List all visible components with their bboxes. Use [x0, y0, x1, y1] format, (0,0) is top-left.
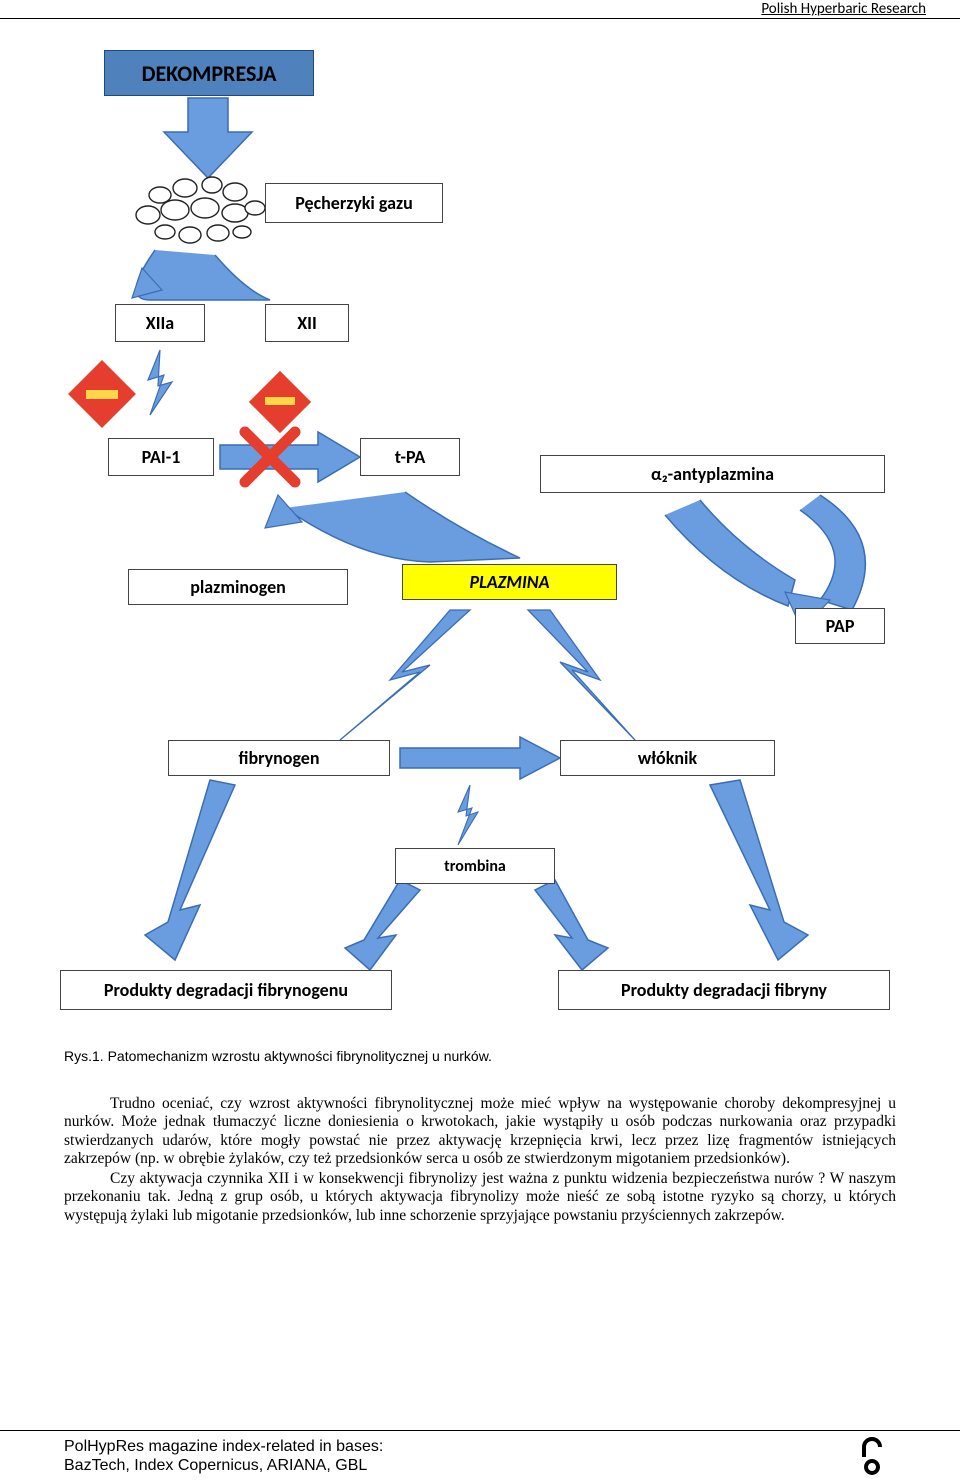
arrow-down-right-icon — [535, 880, 608, 970]
node-fibrynogen: fibrynogen — [168, 740, 390, 776]
arrow-down-left-icon — [345, 880, 420, 970]
lightning-icon — [528, 610, 635, 740]
bubbles-icon — [136, 177, 265, 243]
arrow-down-right-icon — [710, 780, 808, 960]
open-access-icon — [852, 1429, 892, 1477]
node-antiplazmina: α₂-antyplazmina — [540, 455, 885, 493]
footer-text: PolHypRes magazine index-related in base… — [64, 1437, 383, 1475]
node-tpa: t-PA — [360, 438, 460, 476]
node-pai1: PAI-1 — [108, 438, 214, 476]
node-plazmina: PLAZMINA — [402, 564, 617, 600]
node-dekompresja: DEKOMPRESJA — [104, 50, 314, 96]
node-pecherzyki: Pęcherzyki gazu — [265, 183, 443, 223]
body-text: Trudno oceniać, czy wzrost aktywności fi… — [64, 1095, 896, 1227]
curve-arrow-icon — [136, 250, 270, 300]
node-wloknik: włóknik — [560, 740, 775, 776]
node-xii: XII — [265, 304, 349, 342]
page: Polish Hyperbaric Research — [0, 0, 960, 1483]
inhibit-icon — [249, 371, 311, 433]
header-rule — [0, 18, 960, 19]
diagram-arrows — [60, 40, 900, 1040]
curve-arrow-icon — [285, 492, 520, 562]
paragraph: Czy aktywacja czynnika XII i w konsekwen… — [64, 1170, 896, 1225]
figure-caption: Rys.1. Patomechanizm wzrostu aktywności … — [64, 1048, 492, 1064]
curve-arrow-icon — [665, 495, 865, 610]
node-prod_fibryny: Produkty degradacji fibryny — [558, 970, 890, 1010]
arrow-right-icon — [400, 737, 560, 779]
node-trombina: trombina — [395, 848, 555, 884]
footer-line1: PolHypRes magazine index-related in base… — [64, 1438, 383, 1455]
lightning-icon — [458, 785, 478, 845]
inhibit-icon — [68, 360, 136, 428]
node-pap: PAP — [795, 608, 885, 644]
node-xiia: XIIa — [115, 304, 205, 342]
arrow-down-icon — [164, 98, 252, 178]
lightning-icon — [340, 610, 470, 740]
footer-line2: BazTech, Index Copernicus, ARIANA, GBL — [64, 1457, 367, 1474]
arrow-down-left-icon — [145, 780, 235, 960]
flow-diagram: DEKOMPRESJA Pęcherzyki gazu XIIa XII PAI-1 t-… — [60, 40, 900, 1040]
footer-rule — [0, 1430, 960, 1431]
node-prod_fibrynogenu: Produkty degradacji fibrynogenu — [60, 970, 392, 1010]
header-title: Polish Hyperbaric Research — [761, 0, 926, 18]
lightning-icon — [148, 350, 172, 415]
node-plazminogen: plazminogen — [128, 569, 348, 605]
paragraph: Trudno oceniać, czy wzrost aktywności fi… — [64, 1095, 896, 1168]
